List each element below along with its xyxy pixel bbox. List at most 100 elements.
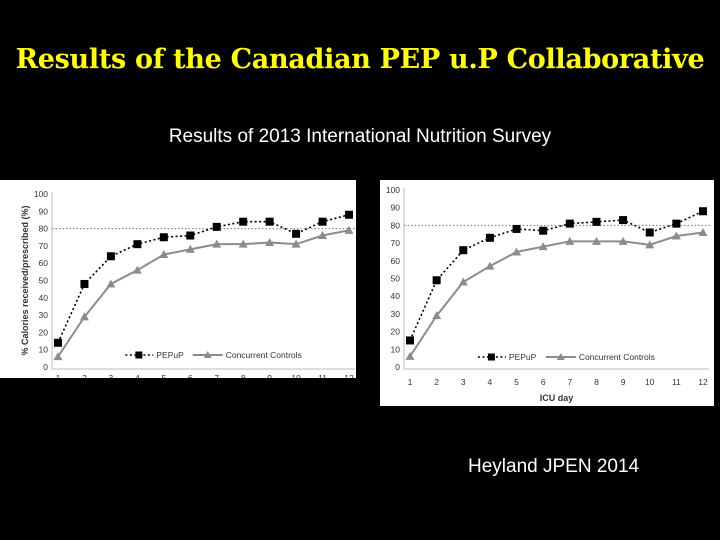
x-tick-label: 6 [541,377,546,387]
controls-point [591,236,601,245]
y-tick-label: 10 [39,345,49,355]
pepup-point [699,207,707,216]
y-tick-label: 100 [34,189,48,199]
controls-point [212,239,222,248]
series-line-pepup [57,213,350,344]
y-tick-label: 80 [39,224,49,234]
x-tick-label: 11 [672,377,681,387]
controls-point [291,239,301,248]
y-tick-label: 60 [39,258,49,268]
x-tick-label: 4 [488,377,493,387]
legend-label-pepup: PEPuP [509,352,537,362]
citation: Heyland JPEN 2014 [468,456,640,477]
pepup-point [239,217,248,226]
pepup-point [80,279,89,288]
pepup-point [672,219,681,228]
x-tick-label: 1 [408,377,413,387]
controls-point [132,265,142,274]
controls-point [565,236,575,245]
legend-marker-pepup [487,353,495,361]
controls-point [645,240,655,249]
pepup-point [345,210,353,219]
controls-point [671,231,681,240]
controls-point [185,244,195,253]
x-tick-label: 7 [567,377,572,387]
controls-point [485,261,495,270]
y-tick-label: 20 [391,327,401,337]
controls-point [265,237,275,246]
x-tick-label: 3 [461,377,466,387]
y-tick-label: 40 [39,293,49,303]
series-line-controls [409,231,704,357]
legend-marker-pepup [135,351,143,359]
y-tick-label: 20 [39,327,49,337]
protein-chart-panel: 0 10 20 30 40 50 60 70 80 90 100 1 2 3 4 5 6 7 8 9 10 11 12 ICU… [380,180,714,406]
pepup-point [54,338,62,347]
x-tick-label: 6 [188,373,193,378]
pepup-point [133,240,142,249]
controls-point [458,277,468,286]
pepup-point [645,228,654,237]
controls-point [79,312,89,321]
y-tick-label: 90 [391,203,401,213]
legend-label-controls: Concurrent Controls [579,352,655,362]
x-tick-label: 7 [214,373,219,378]
legend-label-pepup: PEPuP [156,350,184,360]
y-tick-label: 80 [391,220,401,230]
pepup-point [619,216,628,225]
controls-point [53,352,63,361]
y-tick-label: 50 [391,274,401,284]
x-tick-label: 12 [344,373,354,378]
controls-point [538,242,548,251]
y-tick-label: 40 [391,291,401,301]
x-tick-label: 10 [291,373,301,378]
controls-point [159,250,169,259]
x-tick-label: 4 [135,373,140,378]
y-tick-label: 0 [395,362,400,372]
y-axis-label: % Calories received/prescribed (%) [20,205,30,355]
pepup-point [512,224,521,233]
y-tick-label: 70 [391,238,401,248]
x-tick-label: 11 [318,373,327,378]
controls-point [344,225,354,234]
y-tick-label: 10 [391,344,401,354]
legend-marker-controls [556,353,565,360]
x-tick-label: 5 [161,373,166,378]
pepup-point [406,336,414,345]
y-tick-label: 30 [391,309,401,319]
x-tick-label: 1 [56,373,61,378]
series-line-pepup [409,210,704,341]
y-tick-label: 90 [39,206,49,216]
pepup-point [539,226,548,235]
pepup-point [292,229,301,238]
pepup-point [565,219,574,228]
pepup-point [212,222,221,231]
y-tick-label: 60 [391,256,401,266]
x-tick-label: 8 [241,373,246,378]
y-tick-label: 0 [43,362,48,372]
series-line-controls [57,229,350,358]
x-tick-label: 9 [267,373,272,378]
x-tick-label: 3 [109,373,114,378]
legend-label-controls: Concurrent Controls [226,350,302,360]
pepup-point [106,252,115,261]
x-tick-label: 2 [82,373,87,378]
controls-point [618,236,628,245]
pepup-point [318,217,327,226]
calories-chart: 0102030405060708090100123456789101112ICU… [20,189,356,378]
pepup-point [159,233,168,242]
y-tick-label: 30 [39,310,49,320]
y-tick-label: 50 [39,276,49,286]
pepup-point [186,231,195,240]
controls-point [318,231,328,240]
controls-point [698,227,708,236]
x-tick-label: 12 [698,377,708,387]
pepup-point [459,246,468,255]
controls-point [432,311,442,320]
pepup-point [592,217,601,226]
x-tick-label: 9 [621,377,626,387]
y-tick-label: 100 [386,185,400,195]
x-tick-label: 8 [594,377,599,387]
y-tick-label: 70 [39,241,49,251]
